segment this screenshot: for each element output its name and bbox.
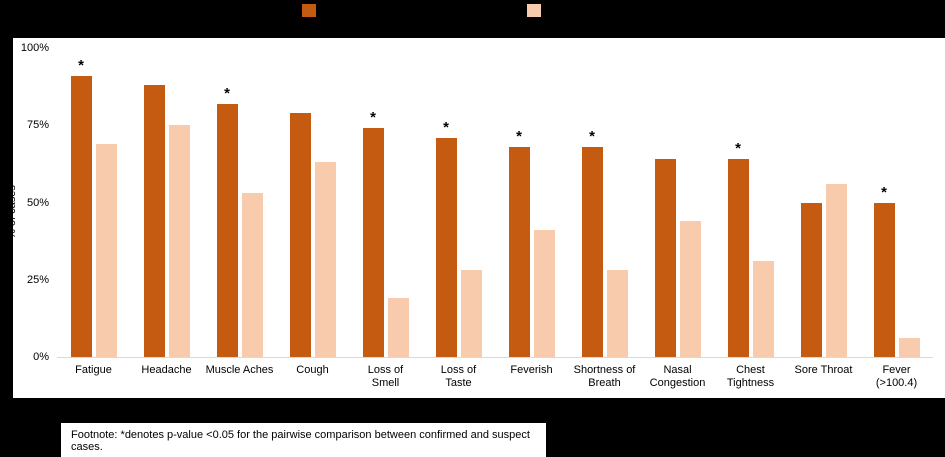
confirmed-bar xyxy=(362,128,384,357)
confirmed-bar xyxy=(727,159,749,357)
x-axis-category-label: Loss of Taste xyxy=(440,364,477,389)
bars-pair xyxy=(289,48,336,357)
bars-pair: * xyxy=(873,48,920,357)
bars-pair: * xyxy=(727,48,774,357)
x-axis-category-label: Loss of Smell xyxy=(367,364,404,389)
bar-group: Headache xyxy=(130,48,203,398)
suspect-bar xyxy=(606,270,628,357)
significance-asterisk: * xyxy=(516,127,522,145)
bars-pair xyxy=(654,48,701,357)
y-axis-title: % of cases xyxy=(13,185,18,239)
y-tick-label: 50% xyxy=(26,196,49,209)
x-axis-category-label: Fatigue xyxy=(75,364,112,376)
x-axis-category-label: Chest Tightness xyxy=(726,364,775,389)
confirmed-bar xyxy=(581,146,603,357)
significance-asterisk: * xyxy=(881,183,887,201)
bars-pair: * xyxy=(435,48,482,357)
bars-pair: * xyxy=(508,48,555,357)
suspect-bar xyxy=(314,162,336,357)
bar-group: * Feverish xyxy=(495,48,568,398)
suspect-bar xyxy=(679,221,701,357)
significance-asterisk: * xyxy=(589,127,595,145)
bars-pair: * xyxy=(581,48,628,357)
x-axis-category-label: Nasal Congestion xyxy=(649,364,706,389)
significance-asterisk: * xyxy=(443,118,449,136)
y-tick-label: 0% xyxy=(33,351,49,363)
bars-pair xyxy=(800,48,847,357)
x-axis-line xyxy=(57,357,933,358)
confirmed-bar xyxy=(508,146,530,357)
legend-suspect-swatch xyxy=(527,4,541,17)
suspect-bar xyxy=(95,143,117,357)
bar-group: * Loss of Smell xyxy=(349,48,422,398)
suspect-bar xyxy=(460,270,482,357)
y-tick-label: 100% xyxy=(20,42,49,54)
suspect-bar xyxy=(898,338,920,357)
significance-asterisk: * xyxy=(735,140,741,158)
bar-group: * Muscle Aches xyxy=(203,48,276,398)
suspect-bar xyxy=(241,193,263,357)
x-axis-category-label: Feverish xyxy=(510,364,553,376)
suspect-bar xyxy=(387,298,409,357)
confirmed-bar xyxy=(70,75,92,357)
significance-asterisk: * xyxy=(78,56,84,74)
confirmed-bar xyxy=(216,103,238,357)
bar-group: * Chest Tightness xyxy=(714,48,787,398)
bar-group: * Loss of Taste xyxy=(422,48,495,398)
significance-asterisk: * xyxy=(224,84,230,102)
confirmed-bar xyxy=(873,202,895,357)
confirmed-bar xyxy=(143,85,165,357)
confirmed-bar xyxy=(800,202,822,357)
bar-group: Cough xyxy=(276,48,349,398)
plot-area: * Fatigue Headache * Muscle Aches Cough * Loss … xyxy=(57,48,933,398)
bars-pair xyxy=(143,48,190,357)
significance-asterisk: * xyxy=(370,109,376,127)
footnote-text: Footnote: *denotes p-value <0.05 for the… xyxy=(71,429,530,453)
y-tick-label: 75% xyxy=(26,119,49,131)
confirmed-bar xyxy=(654,159,676,357)
bars-pair: * xyxy=(70,48,117,357)
x-axis-category-label: Headache xyxy=(141,364,192,376)
confirmed-bar xyxy=(289,112,311,357)
bar-group: Sore Throat xyxy=(787,48,860,398)
suspect-bar xyxy=(825,183,847,357)
suspect-bar xyxy=(168,125,190,357)
x-axis-category-label: Fever (>100.4) xyxy=(875,364,918,389)
suspect-bar xyxy=(533,230,555,357)
legend-confirmed-swatch xyxy=(302,4,316,17)
bar-group: * Fatigue xyxy=(57,48,130,398)
suspect-bar xyxy=(752,261,774,357)
x-axis-category-label: Shortness of Breath xyxy=(573,364,636,389)
x-axis-category-label: Cough xyxy=(296,364,329,376)
footnote-box: Footnote: *denotes p-value <0.05 for the… xyxy=(61,423,546,457)
confirmed-bar xyxy=(435,137,457,357)
bars-pair: * xyxy=(362,48,409,357)
x-axis-category-label: Muscle Aches xyxy=(205,364,274,376)
bar-group: * Shortness of Breath xyxy=(568,48,641,398)
bar-group: Nasal Congestion xyxy=(641,48,714,398)
bars-pair: * xyxy=(216,48,263,357)
bar-group: * Fever (>100.4) xyxy=(860,48,933,398)
chart-panel: % of cases 100% 75% 50% 25% 0% * Fatigue Heada… xyxy=(13,38,945,398)
x-axis-category-label: Sore Throat xyxy=(794,364,853,376)
y-tick-label: 25% xyxy=(26,274,49,286)
